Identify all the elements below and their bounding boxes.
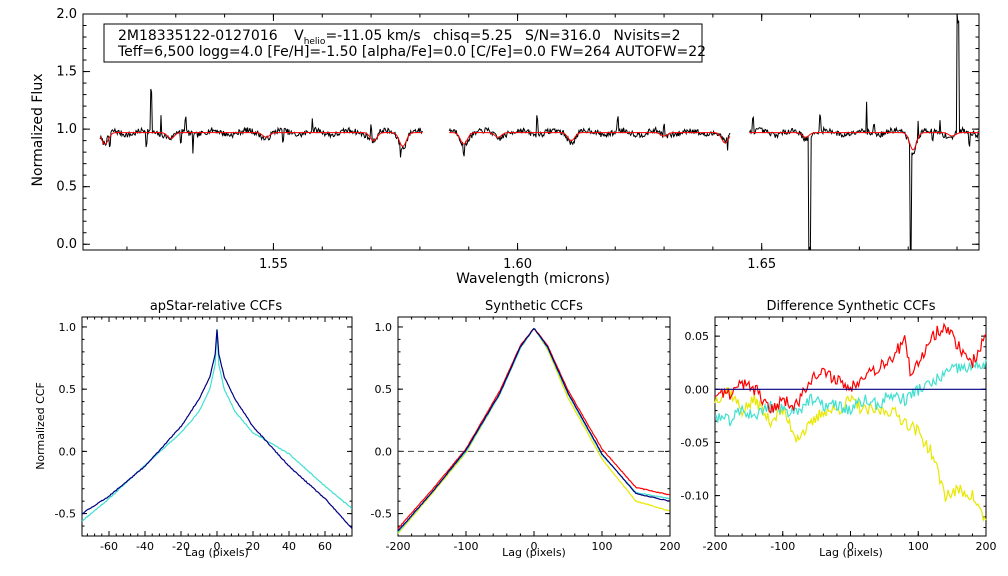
y-tick-label: 0.5 <box>375 383 393 396</box>
difference-ccf-panel: Difference Synthetic CCFs -200 -100 0 100 20… <box>681 299 997 559</box>
x-tick-label: 100 <box>592 540 613 553</box>
synthetic-ccf-x-axis-label: Lag (pixels) <box>502 546 566 559</box>
y-tick-label: 1.0 <box>59 321 77 334</box>
x-tick-label: -20 <box>172 540 190 553</box>
header-star-id: 2M18335122-0127016 <box>118 28 278 44</box>
x-tick-label: 60 <box>318 540 332 553</box>
synthetic-ccf-lines <box>397 327 670 535</box>
apstar-ccf-plot-frame <box>81 316 353 537</box>
y-tick-label: -0.5 <box>371 508 392 521</box>
spectrum-plot-frame <box>82 13 980 251</box>
ccf-series-visit-1-line <box>397 328 670 530</box>
ccf-series-visit-2-line <box>397 327 670 533</box>
x-tick-label: -40 <box>136 540 154 553</box>
spectrum-header-line-2: Teff=6,500 logg=4.0 [Fe/H]=-1.50 [alpha/… <box>117 44 706 60</box>
y-tick-label: 0.00 <box>685 383 710 396</box>
ccf-series-combined-line <box>397 328 670 532</box>
synthetic-ccf-title: Synthetic CCFs <box>485 299 583 314</box>
difference-ccf-title: Difference Synthetic CCFs <box>766 299 935 314</box>
x-tick-label: -60 <box>100 540 118 553</box>
synthetic-ccf-x-ticks: -200 -100 0 100 200 <box>386 317 681 553</box>
y-tick-label: 0.5 <box>59 383 77 396</box>
x-tick-label: 100 <box>908 540 929 553</box>
difference-ccf-lines <box>714 322 987 523</box>
apstar-ccf-x-axis-label: Lag (pixels) <box>185 546 249 559</box>
spectrum-x-axis-label: Wavelength (microns) <box>456 271 610 287</box>
y-tick-label: -0.5 <box>55 508 76 521</box>
model-spectrum-line <box>449 132 731 145</box>
spectrum-header-box <box>103 23 703 63</box>
spectrum-header-line-1: 2M18335122-0127016 Vhelio=-11.05 km/s ch… <box>118 28 681 47</box>
spectrum-lines <box>99 13 980 251</box>
model-spectrum-line <box>749 132 979 151</box>
observed-spectrum-line <box>749 13 980 251</box>
x-tick-label: -200 <box>386 540 411 553</box>
difference-ccf-x-ticks: -200 -100 0 100 200 <box>703 317 997 553</box>
x-tick-label: 0 <box>847 540 854 553</box>
x-tick-label: -100 <box>770 540 795 553</box>
spectrum-y-axis-label: Normalized Flux <box>30 74 46 187</box>
y-tick-label: 0.0 <box>375 445 393 458</box>
y-tick-label: 2.0 <box>56 7 77 22</box>
x-tick-label: 0 <box>531 540 538 553</box>
header-vhelio-sub: helio <box>304 37 326 47</box>
difference-ccf-y-ticks: -0.10 -0.05 0.00 0.05 <box>681 325 986 528</box>
header-snr: S/N=316.0 <box>525 28 601 44</box>
y-tick-label: 0.5 <box>56 180 77 195</box>
y-tick-label: -0.05 <box>681 436 709 449</box>
observed-spectrum-line <box>99 88 423 158</box>
y-tick-label: 1.0 <box>56 122 77 137</box>
apstar-ccf-panel: apStar-relative CCFs -60 -40 -20 0 20 40 60 -0… <box>34 299 353 559</box>
x-tick-label: 0 <box>214 540 221 553</box>
x-tick-label: 1.65 <box>747 257 776 272</box>
observed-spectrum-line <box>448 115 731 157</box>
x-tick-label: 200 <box>976 540 997 553</box>
y-tick-label: -0.10 <box>681 490 709 503</box>
y-tick-label: 1.5 <box>56 65 77 80</box>
header-vhelio-value: =-11.05 km/s <box>325 28 420 44</box>
apstar-ccf-x-ticks: -60 -40 -20 0 20 40 60 <box>86 317 348 553</box>
ccf-series-visit-3-line <box>397 327 670 535</box>
ccf-series-visit-3-line <box>714 386 987 523</box>
apstar-ccf-title: apStar-relative CCFs <box>150 299 283 314</box>
synthetic-ccf-plot-frame <box>397 316 671 537</box>
x-tick-label: 20 <box>246 540 260 553</box>
apstar-ccf-y-ticks: -0.5 0.0 0.5 1.0 <box>55 321 352 527</box>
header-nvisits: Nvisits=2 <box>613 28 680 44</box>
x-tick-label: 200 <box>660 540 681 553</box>
synthetic-ccf-panel: Synthetic CCFs -200 -100 0 100 200 -0.5 0.0 0.… <box>371 299 681 559</box>
ccf-series-visit-2-line <box>714 359 987 427</box>
y-tick-label: 0.05 <box>685 330 710 343</box>
difference-ccf-x-axis-label: Lag (pixels) <box>819 546 883 559</box>
synthetic-ccf-y-ticks: -0.5 0.0 0.5 1.0 <box>371 321 670 527</box>
apstar-ccf-y-axis-label: Normalized CCF <box>34 382 47 470</box>
ccf-series-visit-1-line <box>714 322 987 414</box>
spectrum-panel: 1.55 1.60 1.65 0.0 0.5 1.0 1.5 2.0 Wavelength … <box>30 7 980 287</box>
spectrum-y-ticks: 0.0 0.5 1.0 1.5 2.0 <box>56 7 979 252</box>
x-tick-label: 1.55 <box>259 257 288 272</box>
y-tick-label: 0.0 <box>59 445 77 458</box>
ccf-series-combined-line <box>81 329 353 530</box>
header-vhelio-prefix: V <box>294 28 304 44</box>
difference-ccf-plot-frame <box>714 316 987 537</box>
y-tick-label: 1.0 <box>375 321 393 334</box>
x-tick-label: -200 <box>703 540 728 553</box>
x-tick-label: -100 <box>454 540 479 553</box>
y-tick-label: 0.0 <box>56 237 77 252</box>
spectrum-x-ticks: 1.55 1.60 1.65 <box>126 14 958 272</box>
model-spectrum-line <box>99 132 423 147</box>
header-chisq: chisq=5.25 <box>433 28 513 44</box>
x-tick-label: 1.60 <box>503 257 532 272</box>
apstar-ccf-lines <box>81 329 353 530</box>
ccf-series-visit-line <box>81 329 353 522</box>
x-tick-label: 40 <box>282 540 296 553</box>
